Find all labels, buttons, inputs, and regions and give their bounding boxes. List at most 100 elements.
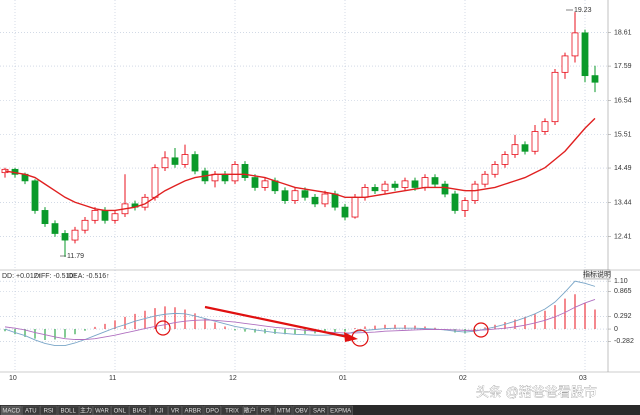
tab[interactable] xyxy=(275,405,293,415)
candle-body xyxy=(571,32,579,57)
macd-header: DD: +0.012↑ xyxy=(2,273,41,280)
candle-body xyxy=(51,223,59,234)
tab[interactable] xyxy=(292,405,310,415)
candle-body xyxy=(471,183,479,201)
macd-header: DEA: -0.516↑ xyxy=(68,273,110,280)
x-tick-label: 11 xyxy=(109,375,116,382)
y-tick-label: 1.10 xyxy=(614,278,628,285)
tab-label[interactable]: 散户 xyxy=(244,406,256,414)
tab[interactable] xyxy=(128,405,150,415)
tab-label[interactable]: 主力 xyxy=(80,406,92,414)
tab-label[interactable]: MTM xyxy=(277,408,291,414)
tab-label[interactable]: RPI xyxy=(261,408,271,414)
y-tick-label: 13.44 xyxy=(614,199,632,206)
tab-label[interactable]: TRIX xyxy=(225,408,239,414)
candle-body xyxy=(61,233,69,241)
high-annotation: 19.23 xyxy=(574,7,592,14)
x-tick-label: 01 xyxy=(339,375,347,382)
highlight-circle xyxy=(155,320,171,336)
tab[interactable] xyxy=(310,405,328,415)
tab-label[interactable]: SAR xyxy=(313,408,326,414)
y-tick-label: 14.49 xyxy=(614,165,632,172)
candle-body xyxy=(301,190,309,198)
candle-body xyxy=(351,196,359,218)
tab-label[interactable]: RSI xyxy=(44,408,54,414)
candle-body xyxy=(191,154,199,172)
candle-body xyxy=(521,144,529,152)
x-tick-label: 02 xyxy=(459,375,467,382)
x-tick-label: 12 xyxy=(229,375,237,382)
tab[interactable] xyxy=(257,405,275,415)
tab[interactable] xyxy=(168,405,182,415)
tab-label[interactable]: ARBR xyxy=(184,408,201,414)
candle-body xyxy=(431,177,439,185)
candle-body xyxy=(221,173,229,182)
tab[interactable] xyxy=(111,405,129,415)
tab[interactable] xyxy=(242,405,257,415)
y-tick-label: 15.51 xyxy=(614,131,632,138)
tab[interactable] xyxy=(93,405,111,415)
arrow-head xyxy=(344,332,358,342)
arrow-shaft xyxy=(204,305,349,339)
candle-body xyxy=(401,180,409,188)
tab-label[interactable]: VR xyxy=(171,408,180,414)
y-tick-label: 0.865 xyxy=(614,288,632,295)
watermark: 头条 @猪爸爸看股市 xyxy=(476,384,597,399)
candle-body xyxy=(371,187,379,192)
candle-body xyxy=(581,32,589,77)
candle-body xyxy=(331,193,339,208)
candle-body xyxy=(591,75,599,83)
candle-body xyxy=(91,210,99,221)
indicator-button[interactable] xyxy=(583,269,611,280)
y-tick-label: 12.41 xyxy=(614,233,632,240)
tab-label[interactable]: MACD xyxy=(2,408,20,414)
tab-label[interactable]: DPO xyxy=(206,408,219,414)
tab-label[interactable]: ATU xyxy=(25,408,37,414)
candle-body xyxy=(421,177,429,188)
candle-body xyxy=(461,200,469,211)
x-tick-label: 10 xyxy=(9,375,17,382)
y-tick-label: 16.54 xyxy=(614,97,632,104)
candle-body xyxy=(531,131,539,152)
candle-body xyxy=(161,157,169,169)
tab[interactable] xyxy=(150,405,168,415)
indicator-line xyxy=(4,117,596,212)
candle-body xyxy=(311,196,319,205)
tab[interactable] xyxy=(0,405,22,415)
candle-body xyxy=(391,183,399,188)
candle-body xyxy=(71,229,79,241)
candle-body xyxy=(251,177,259,188)
tab-label[interactable]: BIAS xyxy=(133,408,147,414)
tab-label[interactable]: WAR xyxy=(95,408,109,414)
tab-label[interactable]: KJI xyxy=(155,408,164,414)
tab-label[interactable]: OBV xyxy=(295,408,308,414)
candle-body xyxy=(151,167,159,198)
tab[interactable] xyxy=(221,405,243,415)
tab[interactable] xyxy=(203,405,221,415)
y-tick-label: 17.59 xyxy=(614,63,632,70)
candle-body xyxy=(261,180,269,188)
candle-body xyxy=(81,219,89,231)
candle-body xyxy=(451,193,459,211)
candle-body xyxy=(111,213,119,221)
tab[interactable] xyxy=(22,405,40,415)
tab[interactable] xyxy=(328,405,353,415)
tab[interactable] xyxy=(40,405,58,415)
candle-body xyxy=(361,187,369,198)
candle-body xyxy=(341,206,349,218)
tab[interactable] xyxy=(79,405,93,415)
candle-body xyxy=(541,121,549,132)
indicator-line xyxy=(4,280,596,347)
tab[interactable] xyxy=(57,405,79,415)
tab-label[interactable]: ONL xyxy=(114,408,127,414)
candle-body xyxy=(291,190,299,201)
indicator-button-label[interactable]: 指标说明 xyxy=(583,269,611,278)
y-tick-label: -0.282 xyxy=(614,338,634,345)
candle-body xyxy=(491,164,499,175)
tab-label[interactable]: BOLL xyxy=(61,408,77,414)
tab[interactable] xyxy=(182,405,204,415)
macd-header: DIFF: -0.510↑ xyxy=(34,273,77,280)
candle-body xyxy=(501,154,509,165)
tab-label[interactable]: EXPMA xyxy=(330,408,351,414)
